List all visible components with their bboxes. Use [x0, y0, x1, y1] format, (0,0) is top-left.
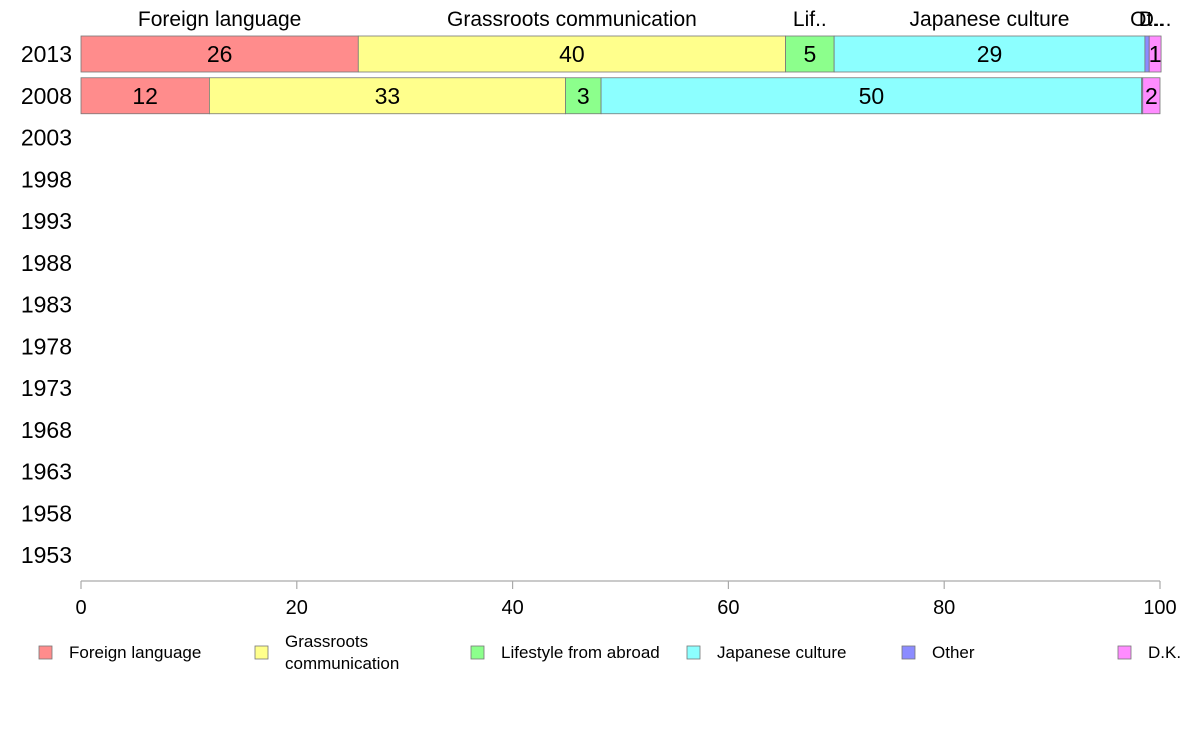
y-tick-label: 1988: [21, 250, 72, 276]
legend-swatch: [901, 645, 916, 660]
bar-value-label: 29: [977, 41, 1003, 67]
bar-value-label: 33: [375, 83, 401, 109]
top-segment-label: Ot..: [1130, 8, 1164, 31]
bar-value-label: 12: [132, 83, 158, 109]
bar-segment: [1142, 77, 1161, 115]
bar-segment: [833, 35, 1146, 73]
legend-swatch: [1117, 645, 1132, 660]
y-tick-label: 1958: [21, 500, 72, 526]
bar-segment: [80, 77, 210, 115]
legend-swatch: [470, 645, 485, 660]
legend-label: Grassroots communication: [285, 632, 399, 673]
y-tick-label: 1968: [21, 417, 72, 443]
x-tick-label: 40: [501, 597, 523, 619]
y-tick-label: 2008: [21, 83, 72, 109]
legend-label: D.K.: [1148, 643, 1181, 662]
bar-value-label: 2: [1145, 83, 1158, 109]
bar-value-label: 26: [207, 41, 233, 67]
y-tick-label: 2013: [21, 41, 72, 67]
x-tick-label: 0: [75, 597, 86, 619]
y-tick-label: 1993: [21, 208, 72, 234]
top-segment-label: Japanese culture: [910, 8, 1070, 31]
legend-swatch: [38, 645, 53, 660]
bar-segment: [80, 35, 359, 73]
x-tick-label: 80: [933, 597, 955, 619]
legend-label: Foreign language: [69, 643, 201, 662]
y-tick-label: 1998: [21, 166, 72, 192]
legend-swatch: [686, 645, 701, 660]
top-segment-label: Lif..: [793, 8, 827, 31]
y-tick-label: 1963: [21, 459, 72, 485]
bar-segment: [1148, 35, 1162, 73]
bar-segment: [600, 77, 1143, 115]
bar-value-label: 50: [859, 83, 885, 109]
x-tick-label: 60: [717, 597, 739, 619]
y-tick-label: 1973: [21, 375, 72, 401]
y-tick-label: 1953: [21, 542, 72, 568]
bar-segment: [565, 77, 602, 115]
y-tick-label: 1978: [21, 333, 72, 359]
legend-label: Lifestyle from abroad: [501, 643, 660, 662]
x-tick-label: 100: [1143, 597, 1176, 619]
bar-segment: [209, 77, 566, 115]
x-tick-label: 20: [286, 597, 308, 619]
y-tick-label: 1983: [21, 292, 72, 318]
bar-value-label: 5: [803, 41, 816, 67]
top-segment-label: Foreign language: [138, 8, 301, 31]
top-segment-label: Grassroots communication: [447, 8, 697, 31]
legend-swatch: [254, 645, 269, 660]
top-segment-label: D...: [1139, 8, 1172, 31]
bar-value-label: 40: [559, 41, 585, 67]
bar-segment: [785, 35, 835, 73]
bar-value-label: 3: [577, 83, 590, 109]
y-tick-label: 2003: [21, 125, 72, 151]
bar-segment: [357, 35, 786, 73]
legend-label: Japanese culture: [717, 643, 846, 662]
legend-label: Other: [932, 643, 975, 662]
bar-value-label: 1: [1149, 41, 1162, 67]
